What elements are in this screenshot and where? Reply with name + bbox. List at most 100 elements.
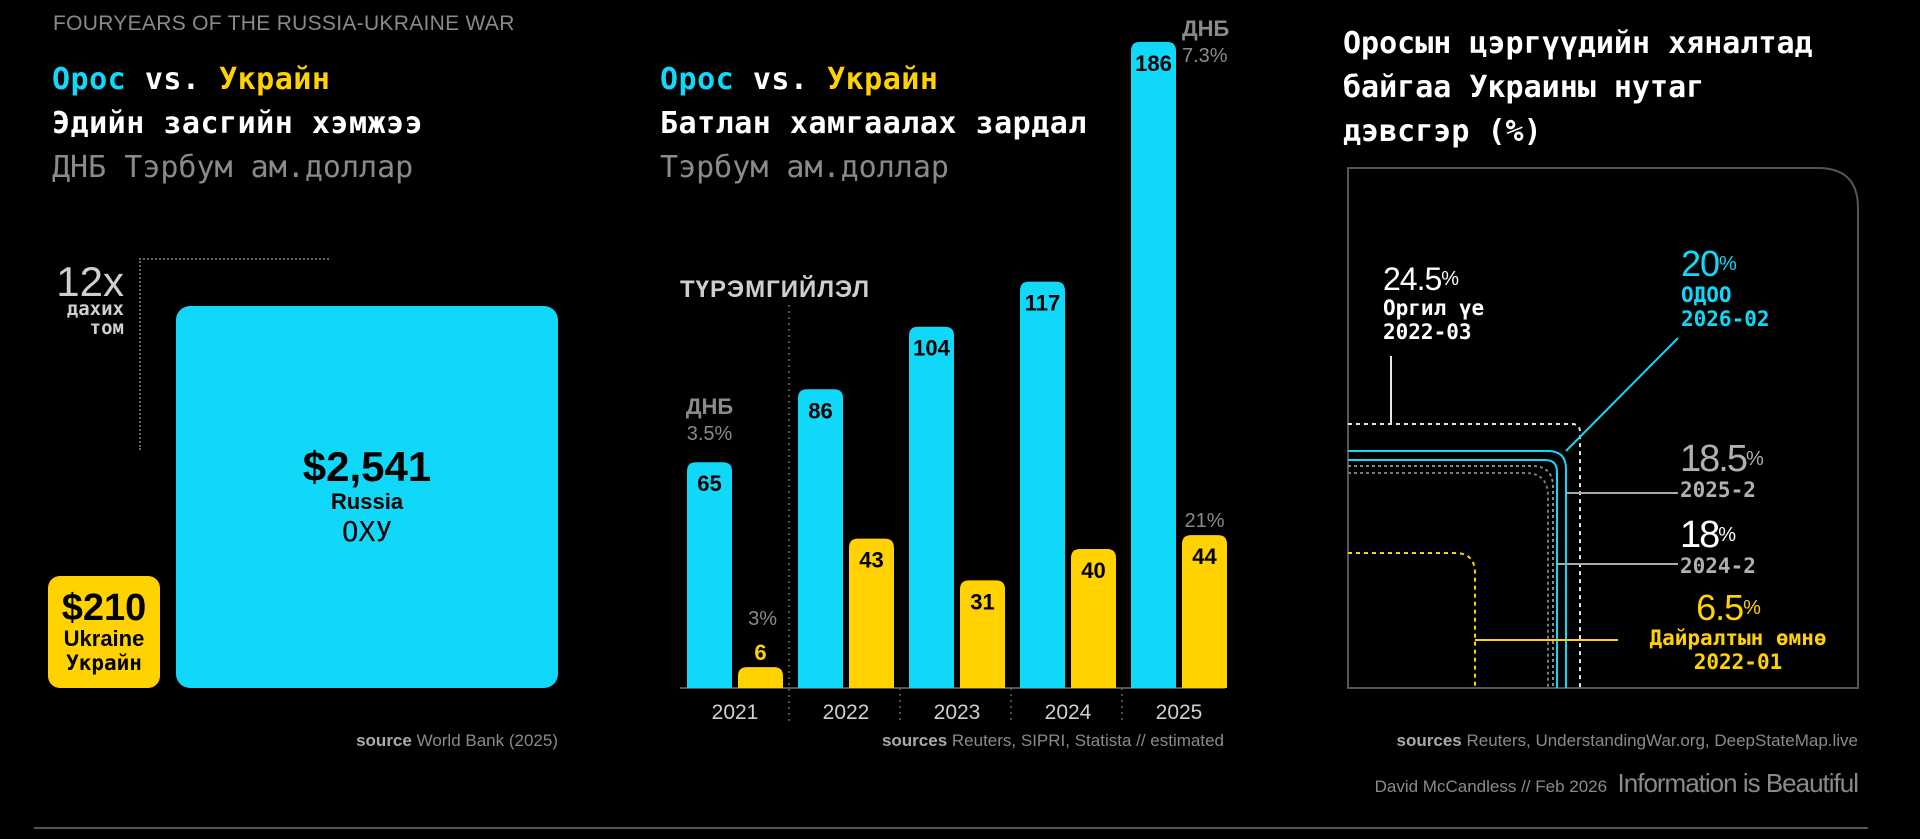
brand-logo: Information is Beautiful xyxy=(1617,768,1859,798)
bar-ukraine-2023 xyxy=(960,580,1005,688)
peak-value: 24.5 xyxy=(1383,261,1442,297)
peak-line1: Оргил үе xyxy=(1383,296,1485,320)
x-tick-2025: 2025 xyxy=(1156,701,1203,724)
pre-value: 6.5 xyxy=(1696,587,1744,628)
vs-ukraine: Украйн xyxy=(219,62,331,97)
vs-russia: Орос xyxy=(52,62,127,97)
panel2-vs-heading: Орос vs. Украйн xyxy=(660,62,938,97)
source-text: Reuters, UnderstandingWar.org, DeepState… xyxy=(1466,731,1858,750)
panel3-source: sources Reuters, UnderstandingWar.org, D… xyxy=(1340,731,1858,751)
bar-ukraine-2022 xyxy=(849,538,894,688)
value-label-ukraine-2023: 31 xyxy=(970,589,994,614)
gdp-ukraine-value: $210 xyxy=(61,587,147,629)
gdp-russia-name-mn: ОХУ xyxy=(341,515,393,548)
defence-spending-chart: 65 6 2021 86 43 2022 104 31 2023 117 40 2024 186 44 20… xyxy=(680,16,1230,724)
top-title: FOURYEARS OF THE RUSSIA-UKRAINE WAR xyxy=(53,12,515,35)
peak-boundary xyxy=(1348,423,1581,688)
invasion-annotation: ТҮРЭМГИЙЛЭЛ xyxy=(680,275,870,303)
bar-ukraine-2021 xyxy=(738,667,783,688)
v2025-value: 18.5 xyxy=(1680,438,1748,480)
vs-ukraine: Украйн xyxy=(827,62,939,97)
ratio-guide-top xyxy=(139,258,329,260)
ratio-caption-line2: том xyxy=(89,317,124,339)
x-tick-2021: 2021 xyxy=(712,701,759,724)
source-label: sources xyxy=(1396,731,1462,750)
bar-ukraine-2025 xyxy=(1182,535,1227,688)
gdp-square-russia: $2,541 Russia ОХУ xyxy=(176,306,558,688)
v2024-line2: 2024-2 xyxy=(1680,554,1756,578)
label-2025: 18.5% 2025-2 xyxy=(1680,438,1764,502)
bar-russia-2025 xyxy=(1131,41,1176,689)
pre-line2: 2022-01 xyxy=(1693,650,1783,674)
gdp-share-2021-russia: 3.5% xyxy=(687,423,733,445)
value-label-ukraine-2024: 40 xyxy=(1081,558,1105,583)
source-text: Reuters, SIPRI, Statista // estimated xyxy=(951,731,1224,750)
source-text: World Bank (2025) xyxy=(416,731,558,750)
ratio-caption: дахих том xyxy=(20,300,124,338)
label-2024: 18% 2024-2 xyxy=(1680,516,1756,578)
gdp-share-2025-russia: 7.3% xyxy=(1182,45,1228,67)
boundary-2024 xyxy=(1348,472,1549,688)
now-unit: % xyxy=(1719,253,1737,275)
bar-russia-2024 xyxy=(1020,281,1065,688)
bar-russia-2023 xyxy=(909,326,954,688)
gdp-word-2021: ДНБ xyxy=(686,394,734,419)
gdp-share-2025-ukraine: 21% xyxy=(1184,510,1224,532)
panel3-title: Оросын цэргүүдийн хяналтад байгаа Украин… xyxy=(1343,22,1813,154)
v2025-line2: 2025-2 xyxy=(1680,478,1756,502)
credit-text: David McCandless // Feb 2026 xyxy=(1374,777,1608,796)
panel3-title-line1: Оросын цэргүүдийн хяналтад xyxy=(1343,26,1813,61)
now-boundary-outer xyxy=(1348,450,1567,688)
bar-ukraine-2024 xyxy=(1071,549,1116,688)
ratio-caption-line1: дахих xyxy=(66,298,124,320)
ratio-guide-left xyxy=(139,258,141,450)
source-label: sources xyxy=(881,731,948,750)
territory-frame xyxy=(1347,167,1859,689)
value-label-ukraine-2025: 44 xyxy=(1192,544,1217,569)
value-label-ukraine-2022: 43 xyxy=(859,548,883,573)
panel2-source: sources Reuters, SIPRI, Statista // esti… xyxy=(800,731,1224,751)
panel1-subtitle: ДНБ Тэрбум ам.доллар xyxy=(52,150,414,185)
gdp-ukraine-name-mn: Украйн xyxy=(66,651,142,675)
source-label: source xyxy=(356,731,412,750)
territory-chart xyxy=(1347,167,1859,689)
now-boundary-inner xyxy=(1348,459,1558,688)
panel3-title-line3: дэвсгэр (%) xyxy=(1343,114,1542,149)
vs-word: vs. xyxy=(752,62,809,97)
peak-unit: % xyxy=(1441,268,1459,290)
gdp-share-2021-ukraine: 3% xyxy=(748,608,777,630)
x-tick-2024: 2024 xyxy=(1045,701,1092,724)
panel2-subtitle: Тэрбум ам.доллар xyxy=(660,150,949,185)
x-tick-2022: 2022 xyxy=(823,701,870,724)
gdp-russia-value: $2,541 xyxy=(302,443,432,490)
now-line1: ОДОО xyxy=(1681,283,1732,307)
value-label-russia-2022: 86 xyxy=(808,398,832,423)
label-pre-invasion: 6.5% Дайралтын өмнө 2022-01 xyxy=(1623,587,1853,675)
value-label-russia-2021: 65 xyxy=(697,471,721,496)
ratio-value: 12x xyxy=(56,258,124,305)
panel2-title: Батлан хамгаалах зардал xyxy=(660,106,1087,141)
leader-now xyxy=(1565,337,1679,452)
label-now: 20% ОДОО 2026-02 xyxy=(1681,243,1770,332)
panel1-title: Эдийн засгийн хэмжээ xyxy=(52,106,424,141)
x-tick-2023: 2023 xyxy=(934,701,981,724)
label-peak: 24.5% Оргил үе 2022-03 xyxy=(1383,262,1484,344)
vs-russia: Орос xyxy=(660,62,735,97)
panel3-title-line2: байгаа Украины нутаг xyxy=(1343,70,1705,105)
footer-credit: David McCandless // Feb 2026 Information… xyxy=(1200,768,1859,799)
footer-rule xyxy=(34,827,1868,829)
pre-invasion-boundary xyxy=(1348,552,1476,688)
now-value: 20 xyxy=(1681,243,1720,284)
pre-unit: % xyxy=(1743,597,1761,619)
gdp-square-ukraine: $210 Ukraine Украйн xyxy=(48,576,160,688)
v2025-unit: % xyxy=(1745,448,1764,470)
value-label-ukraine-2021: 6 xyxy=(754,640,766,665)
panel1-vs-heading: Орос vs. Украйн xyxy=(52,62,330,97)
pre-line1: Дайралтын өмнө xyxy=(1649,626,1827,650)
now-line2: 2026-02 xyxy=(1681,307,1770,331)
bar-russia-2021 xyxy=(687,462,732,688)
value-label-russia-2024: 117 xyxy=(1025,291,1061,316)
peak-line2: 2022-03 xyxy=(1383,320,1472,344)
value-label-russia-2023: 104 xyxy=(913,336,950,361)
boundary-2025 xyxy=(1348,465,1554,688)
